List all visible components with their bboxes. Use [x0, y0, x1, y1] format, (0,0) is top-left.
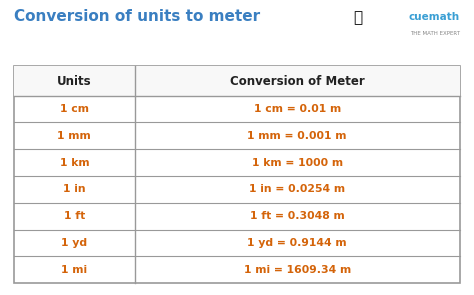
Text: Conversion of units to meter: Conversion of units to meter [14, 9, 260, 24]
Text: 1 in: 1 in [63, 184, 86, 194]
Text: Conversion of Meter: Conversion of Meter [230, 75, 365, 88]
Text: 1 ft: 1 ft [64, 211, 85, 221]
Text: 1 km: 1 km [60, 158, 89, 168]
Text: 1 mi = 1609.34 m: 1 mi = 1609.34 m [244, 265, 351, 275]
Text: 1 cm: 1 cm [60, 104, 89, 114]
Bar [14, 66, 460, 96]
Text: 1 mi: 1 mi [61, 265, 87, 275]
Text: cuemath: cuemath [409, 12, 460, 22]
Text: 1 yd: 1 yd [61, 238, 87, 248]
Text: 1 ft = 0.3048 m: 1 ft = 0.3048 m [250, 211, 345, 221]
Text: 1 mm = 0.001 m: 1 mm = 0.001 m [247, 131, 347, 141]
Text: 1 cm = 0.01 m: 1 cm = 0.01 m [254, 104, 341, 114]
Text: 1 yd = 0.9144 m: 1 yd = 0.9144 m [247, 238, 347, 248]
Text: 1 mm: 1 mm [57, 131, 91, 141]
Text: Units: Units [57, 75, 91, 88]
Bar [14, 66, 460, 283]
Text: THE MATH EXPERT: THE MATH EXPERT [410, 31, 460, 36]
Text: 🚀: 🚀 [353, 10, 362, 25]
Text: 1 in = 0.0254 m: 1 in = 0.0254 m [249, 184, 345, 194]
Text: 1 km = 1000 m: 1 km = 1000 m [252, 158, 343, 168]
